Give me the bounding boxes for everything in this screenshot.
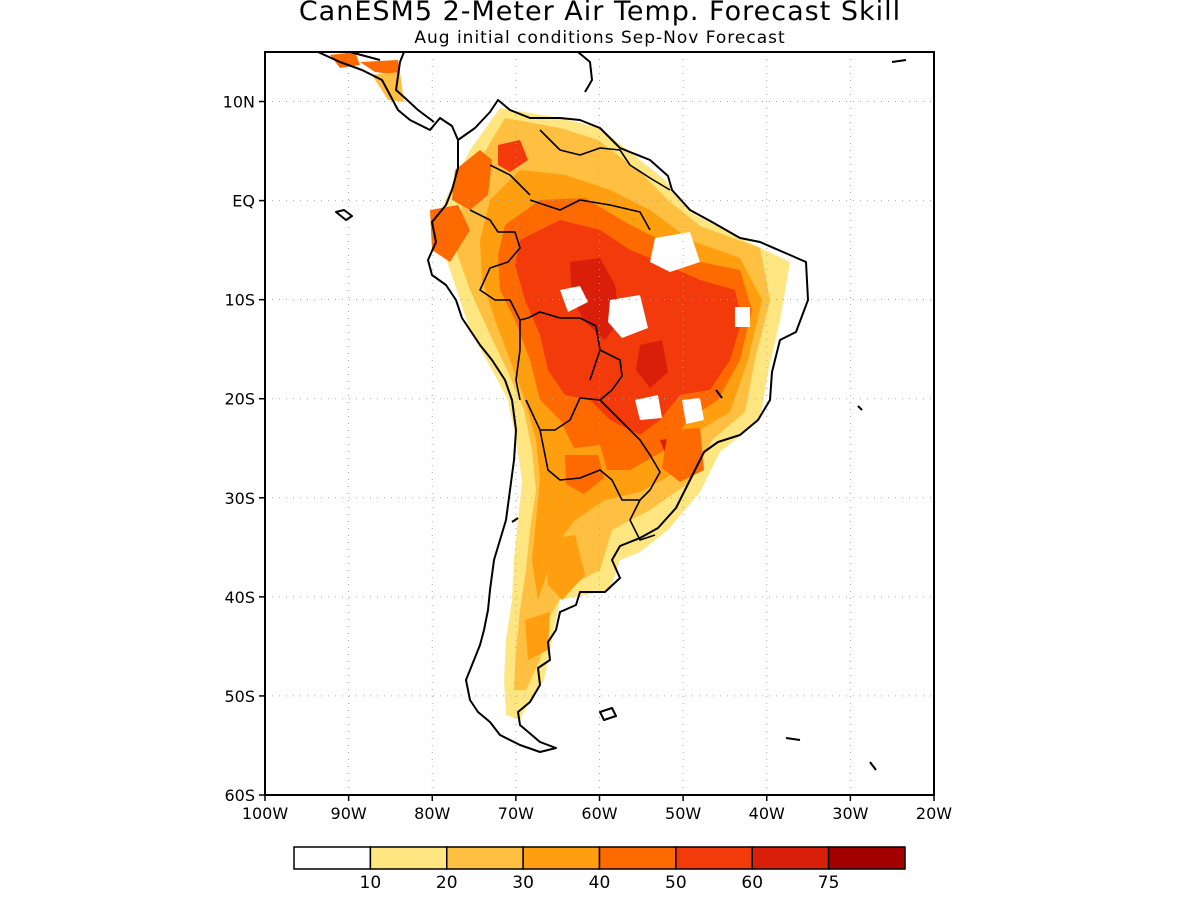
lon-tick-label: 40W (749, 804, 785, 823)
longitude-axis: 100W 90W 80W 70W 60W 50W 40W 30W 20W (242, 795, 952, 823)
skill-area-colombia-red (498, 140, 528, 172)
islands (335, 52, 907, 771)
colorbar-tick-label: 40 (589, 873, 611, 893)
skill-area-darkred (570, 258, 694, 466)
latitude-axis: 10N EQ 10S 20S 30S 40S 50S 60S (223, 93, 265, 805)
skill-area-south-red (565, 428, 704, 494)
lat-tick-label: 30S (224, 489, 255, 508)
colorbar-swatch (751, 846, 830, 870)
colorbar-tick-label: 20 (436, 873, 458, 893)
lon-tick-label: 70W (498, 804, 534, 823)
colorbar-tick-label: 50 (665, 873, 687, 893)
lon-tick-label: 90W (331, 804, 367, 823)
colorbar-swatch (598, 846, 677, 870)
lon-tick-label: 80W (414, 804, 450, 823)
colorbar: 10 20 30 40 50 60 75 (293, 846, 906, 893)
map-title: CanESM5 2-Meter Air Temp. Forecast Skill (298, 0, 902, 27)
lon-tick-label: 60W (581, 804, 617, 823)
skill-area-south-orange (525, 445, 610, 660)
lon-tick-label: 20W (916, 804, 952, 823)
colorbar-swatch (827, 846, 906, 870)
colorbar-tick-label: 75 (818, 873, 840, 893)
lon-tick-label: 50W (665, 804, 701, 823)
lon-tick-label: 30W (832, 804, 868, 823)
lat-tick-label: 10N (223, 93, 255, 112)
colorbar-swatch (675, 846, 753, 870)
colorbar-swatch (293, 846, 372, 870)
colorbar-tick-label: 60 (741, 873, 763, 893)
skill-area-colombia (430, 150, 492, 262)
lat-tick-label: 50S (224, 687, 255, 706)
colorbar-tick-label: 10 (360, 873, 382, 893)
map-subtitle: Aug initial conditions Sep-Nov Forecast (414, 28, 786, 48)
central-america-coast (317, 52, 593, 141)
lat-tick-label: 60S (224, 786, 255, 805)
lat-tick-label: 20S (224, 390, 255, 409)
colorbar-swatch (369, 846, 448, 870)
colorbar-swatch (446, 846, 524, 870)
lat-tick-label: 10S (224, 291, 255, 310)
country-borders (469, 129, 671, 541)
colorbar-tick-label: 30 (512, 873, 534, 893)
skill-shading (330, 52, 790, 720)
colorbar-swatch (522, 846, 601, 870)
south-america-coast (427, 99, 809, 753)
lat-tick-label: 40S (224, 588, 255, 607)
coastlines (317, 52, 907, 771)
lon-tick-label: 100W (242, 804, 289, 823)
lat-tick-label: EQ (232, 192, 255, 211)
skill-area-central-america (330, 52, 400, 75)
